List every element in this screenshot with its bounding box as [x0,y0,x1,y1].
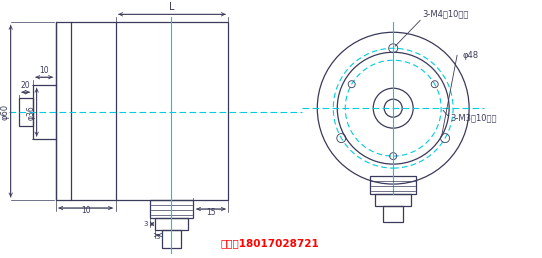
Bar [162,230,182,248]
Bar [115,22,228,200]
Text: 3: 3 [143,221,147,227]
Bar [370,176,416,194]
Bar [18,98,33,126]
Text: L: L [169,2,175,12]
Text: φ60: φ60 [1,104,10,120]
Text: φ36: φ36 [27,105,36,119]
Bar [56,22,70,200]
Text: 15: 15 [206,208,216,217]
Bar [154,218,189,230]
Bar [375,194,411,206]
Bar [33,85,56,139]
Text: 手机：18017028721: 手机：18017028721 [221,238,320,248]
Text: 10: 10 [81,206,91,215]
Text: 3-M4深10均布: 3-M4深10均布 [422,9,468,18]
Bar [150,200,193,218]
Text: 10: 10 [40,66,49,75]
Text: 3: 3 [156,234,160,240]
Text: φ48: φ48 [462,51,478,60]
Bar [383,206,403,222]
Text: 20: 20 [21,81,30,90]
Text: 3-M3深10均布: 3-M3深10均布 [450,114,496,123]
